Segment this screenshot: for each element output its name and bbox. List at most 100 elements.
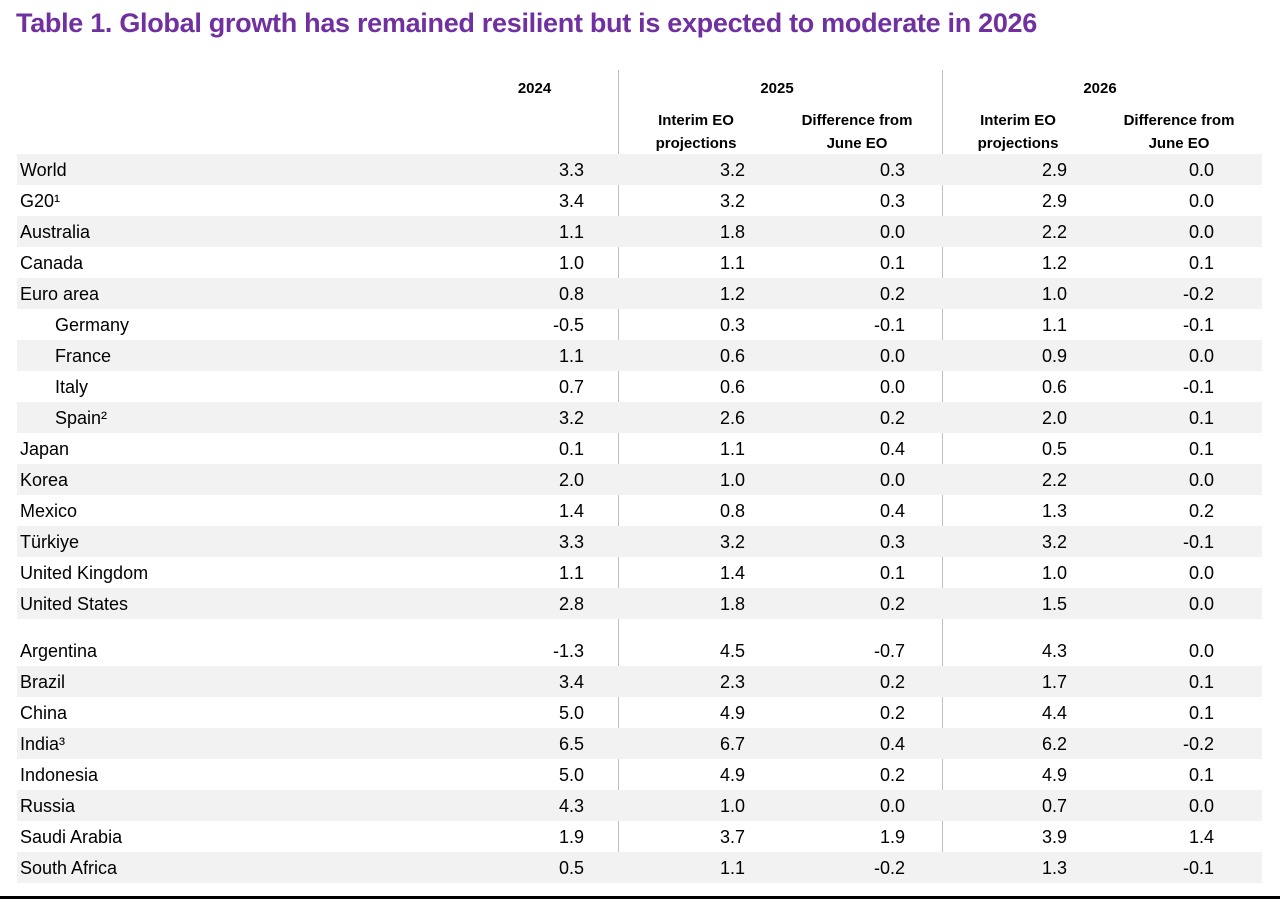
cell-d2025: 0.4: [879, 439, 905, 459]
header-diff-2026: Difference from June EO: [1104, 109, 1254, 155]
row-label: India³: [20, 734, 66, 754]
cell-d2026: 0.0: [1188, 160, 1214, 180]
cell-p2026: 2.2: [1041, 470, 1067, 490]
cell-p2025: 1.0: [719, 470, 745, 490]
cell-v2024: 5.0: [558, 703, 584, 723]
cell-v2024: 3.4: [558, 672, 584, 692]
row-label: Mexico: [20, 501, 78, 521]
cell-p2026: 3.9: [1041, 827, 1067, 847]
cell-p2025: 0.6: [719, 377, 745, 397]
row-label: World: [20, 160, 67, 180]
cell-p2025: 0.3: [719, 315, 745, 335]
cell-v2024: 1.1: [558, 346, 584, 366]
row-label: France: [55, 346, 112, 366]
cell-v2024: 1.9: [558, 827, 584, 847]
cell-d2026: 0.0: [1188, 563, 1214, 583]
cell-d2025: -0.1: [873, 315, 905, 335]
table-row: Türkiye 3.3 3.2 0.3 3.2 -0.1: [17, 526, 1262, 557]
cell-p2025: 1.1: [719, 439, 745, 459]
header-diff-2026-line2: June EO: [1148, 135, 1210, 152]
row-label: Saudi Arabia: [20, 827, 123, 847]
cell-p2026: 6.2: [1041, 734, 1067, 754]
row-label: Spain²: [55, 408, 108, 428]
cell-p2025: 3.7: [719, 827, 745, 847]
header-diff-2025-line2: June EO: [826, 135, 888, 152]
cell-d2026: 0.0: [1188, 470, 1214, 490]
cell-d2025: -0.7: [873, 641, 905, 661]
row-label: Brazil: [20, 672, 66, 692]
cell-p2026: 1.1: [1041, 315, 1067, 335]
cell-d2026: 0.1: [1188, 408, 1214, 428]
cell-p2026: 2.9: [1041, 160, 1067, 180]
cell-v2024: 1.1: [558, 222, 584, 242]
cell-d2025: 0.2: [879, 703, 905, 723]
cell-v2024: 3.3: [558, 160, 584, 180]
cell-p2025: 1.1: [719, 858, 745, 878]
table-row: Brazil 3.4 2.3 0.2 1.7 0.1: [17, 666, 1262, 697]
header-interim-2026-line2: projections: [977, 135, 1059, 152]
cell-d2026: 0.1: [1188, 672, 1214, 692]
cell-d2026: -0.1: [1182, 858, 1214, 878]
cell-p2025: 1.8: [719, 594, 745, 614]
row-label: G20¹: [20, 191, 61, 211]
row-label: Russia: [20, 796, 76, 816]
cell-p2026: 0.7: [1041, 796, 1067, 816]
cell-d2025: 0.3: [879, 191, 905, 211]
cell-v2024: 2.0: [558, 470, 584, 490]
row-label: Korea: [20, 470, 69, 490]
table-row: Spain² 3.2 2.6 0.2 2.0 0.1: [17, 402, 1262, 433]
table-row: Korea 2.0 1.0 0.0 2.2 0.0: [17, 464, 1262, 495]
cell-d2026: 0.0: [1188, 346, 1214, 366]
cell-p2026: 1.2: [1041, 253, 1067, 273]
cell-d2026: -0.2: [1182, 734, 1214, 754]
cell-p2025: 4.5: [719, 641, 745, 661]
cell-d2026: 0.1: [1188, 765, 1214, 785]
header-interim-2026-line1: Interim EO: [980, 112, 1056, 129]
header-diff-2025: Difference from June EO: [782, 109, 932, 155]
bottom-rule: [0, 896, 1280, 899]
cell-d2025: 0.2: [879, 765, 905, 785]
cell-v2024: 0.5: [558, 858, 584, 878]
cell-p2026: 0.9: [1041, 346, 1067, 366]
cell-p2025: 1.4: [719, 563, 745, 583]
cell-v2024: 0.7: [558, 377, 584, 397]
cell-d2025: 0.2: [879, 594, 905, 614]
cell-p2026: 0.5: [1041, 439, 1067, 459]
header-interim-2025-line1: Interim EO: [658, 112, 734, 129]
table-row: Argentina -1.3 4.5 -0.7 4.3 0.0: [17, 635, 1262, 666]
cell-v2024: 3.4: [558, 191, 584, 211]
cell-p2025: 3.2: [719, 191, 745, 211]
row-label: Germany: [55, 315, 130, 335]
table-title: Table 1. Global growth has remained resi…: [16, 8, 1037, 38]
cell-d2025: 0.0: [879, 796, 905, 816]
cell-p2026: 4.3: [1041, 641, 1067, 661]
row-label: Italy: [55, 377, 89, 397]
cell-v2024: 2.8: [558, 594, 584, 614]
cell-d2026: 0.0: [1188, 594, 1214, 614]
cell-p2025: 1.8: [719, 222, 745, 242]
cell-p2026: 1.7: [1041, 672, 1067, 692]
cell-d2026: 1.4: [1188, 827, 1214, 847]
table-row: Saudi Arabia 1.9 3.7 1.9 3.9 1.4: [17, 821, 1262, 852]
table-row: Indonesia 5.0 4.9 0.2 4.9 0.1: [17, 759, 1262, 790]
table-row: United States 2.8 1.8 0.2 1.5 0.0: [17, 588, 1262, 619]
cell-v2024: -1.3: [552, 641, 584, 661]
cell-v2024: 3.2: [558, 408, 584, 428]
cell-d2025: 0.1: [879, 253, 905, 273]
cell-v2024: 5.0: [558, 765, 584, 785]
cell-d2026: 0.1: [1188, 703, 1214, 723]
cell-p2026: 1.5: [1041, 594, 1067, 614]
cell-d2025: 0.4: [879, 501, 905, 521]
row-label: South Africa: [20, 858, 118, 878]
cell-d2025: 0.2: [879, 672, 905, 692]
table-row: China 5.0 4.9 0.2 4.4 0.1: [17, 697, 1262, 728]
cell-d2026: 0.0: [1188, 222, 1214, 242]
cell-d2026: 0.0: [1188, 641, 1214, 661]
cell-v2024: 6.5: [558, 734, 584, 754]
cell-p2025: 0.8: [719, 501, 745, 521]
cell-p2025: 1.0: [719, 796, 745, 816]
table-row: Mexico 1.4 0.8 0.4 1.3 0.2: [17, 495, 1262, 526]
header-diff-2025-line1: Difference from: [801, 112, 913, 129]
table-row: Canada 1.0 1.1 0.1 1.2 0.1: [17, 247, 1262, 278]
cell-v2024: 3.3: [558, 532, 584, 552]
